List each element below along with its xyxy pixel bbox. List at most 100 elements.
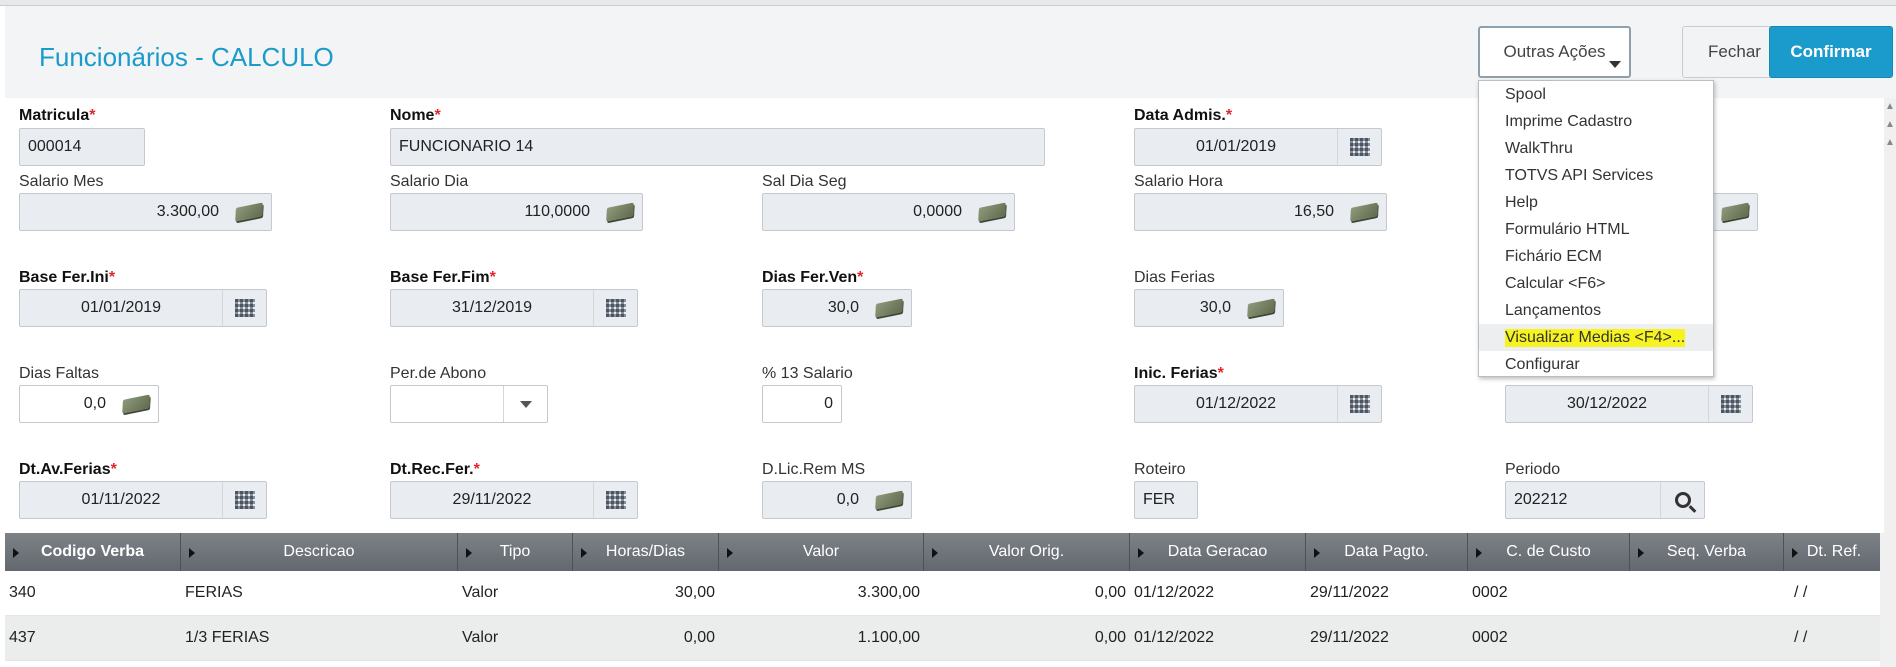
table-cell: 30,00 xyxy=(674,584,715,601)
nome-field[interactable]: FUNCIONARIO 14 xyxy=(390,128,1045,166)
top-border xyxy=(0,0,1896,6)
confirmar-button[interactable]: Confirmar xyxy=(1769,26,1893,78)
menu-item-visualizar-medias[interactable]: Visualizar Medias <F4>... xyxy=(1479,324,1713,351)
column-header[interactable]: Data Pagto. xyxy=(1306,533,1468,571)
menu-item-totvs-api[interactable]: TOTVS API Services xyxy=(1505,166,1654,184)
table-cell: Valor xyxy=(462,629,499,646)
column-header[interactable]: Dt. Ref. xyxy=(1784,533,1885,571)
base-fer-ini-field[interactable]: 01/01/2019 xyxy=(19,289,267,327)
money-icon xyxy=(1342,194,1386,230)
scroll-up-icon[interactable]: ▲ xyxy=(1885,137,1895,148)
table-row[interactable]: 437 1/3 FERIAS Valor 0,00 1.100,00 0,00 … xyxy=(5,616,1885,661)
table-cell: / / xyxy=(1794,629,1808,646)
calendar-icon[interactable] xyxy=(1708,386,1752,422)
scroll-up-icon[interactable]: ▲ xyxy=(1885,101,1895,112)
dias-ferias-field[interactable]: 30,0 xyxy=(1134,289,1284,327)
column-header[interactable]: C. de Custo xyxy=(1468,533,1630,571)
table-cell: 0002 xyxy=(1472,584,1508,601)
base-fer-fim-field[interactable]: 31/12/2019 xyxy=(390,289,638,327)
salario-dia-field[interactable]: 110,0000 xyxy=(390,193,643,231)
caret-down-icon xyxy=(1609,61,1621,68)
menu-item-walkthru[interactable]: WalkThru xyxy=(1505,139,1573,157)
column-header[interactable]: Valor Orig. xyxy=(924,533,1130,571)
inic-ferias-field[interactable]: 01/12/2022 xyxy=(1134,385,1382,423)
calendar-icon[interactable] xyxy=(1337,129,1381,165)
data-admis-field[interactable]: 01/01/2019 xyxy=(1134,128,1382,166)
pct-13-salario-field[interactable]: 0 xyxy=(762,385,842,423)
menu-item-configurar[interactable]: Configurar xyxy=(1505,355,1580,373)
salario-dia-label: Salario Dia xyxy=(390,173,469,190)
calendar-icon[interactable] xyxy=(222,482,266,518)
chevron-down-icon[interactable] xyxy=(503,386,547,422)
table-cell: 437 xyxy=(9,629,36,646)
table-cell: 0002 xyxy=(1472,629,1508,646)
salario-mes-field[interactable]: 3.300,00 xyxy=(19,193,272,231)
roteiro-label: Roteiro xyxy=(1134,461,1186,478)
salario-mes-label: Salario Mes xyxy=(19,173,104,190)
table-cell: 1/3 FERIAS xyxy=(185,629,270,646)
fim-ferias-field[interactable]: 30/12/2022 xyxy=(1505,385,1753,423)
table-cell: 0,00 xyxy=(1094,584,1126,601)
table-scrollbar[interactable] xyxy=(1880,533,1896,667)
table-cell: 340 xyxy=(9,584,36,601)
table-cell: 0,00 xyxy=(683,629,715,646)
money-icon xyxy=(598,194,642,230)
table-cell: / / xyxy=(1794,584,1808,601)
dt-av-ferias-label: Dt.Av.Ferias* xyxy=(19,461,117,478)
matricula-field[interactable]: 000014 xyxy=(19,128,145,166)
calendar-icon[interactable] xyxy=(1337,386,1381,422)
page-title: Funcionários - CALCULO xyxy=(39,42,334,72)
table-cell: 29/11/2022 xyxy=(1310,584,1389,601)
column-header[interactable]: Tipo xyxy=(458,533,573,571)
per-abono-label: Per.de Abono xyxy=(390,365,487,382)
menu-item-spool[interactable]: Spool xyxy=(1505,85,1546,103)
per-abono-select[interactable] xyxy=(390,385,548,423)
calendar-icon[interactable] xyxy=(222,290,266,326)
roteiro-field[interactable]: FER xyxy=(1134,481,1198,519)
base-fer-fim-label: Base Fer.Fim* xyxy=(390,269,496,286)
dias-faltas-label: Dias Faltas xyxy=(19,365,100,382)
matricula-label: Matricula* xyxy=(19,107,96,124)
column-header[interactable]: Horas/Dias xyxy=(573,533,719,571)
column-header[interactable]: Seq. Verba xyxy=(1630,533,1784,571)
column-header[interactable]: Descricao xyxy=(181,533,458,571)
dt-rec-fer-field[interactable]: 29/11/2022 xyxy=(390,481,638,519)
column-header[interactable]: Data Geracao xyxy=(1130,533,1306,571)
periodo-field[interactable]: 202212 xyxy=(1505,481,1705,519)
calendar-icon[interactable] xyxy=(593,290,637,326)
dt-av-ferias-field[interactable]: 01/11/2022 xyxy=(19,481,267,519)
salario-hora-field[interactable]: 16,50 xyxy=(1134,193,1387,231)
dt-rec-fer-label: Dt.Rec.Fer.* xyxy=(390,461,480,478)
menu-item-lancamentos[interactable]: Lançamentos xyxy=(1505,301,1602,319)
column-header[interactable]: Codigo Verba xyxy=(5,533,181,571)
money-icon xyxy=(867,290,911,326)
column-header[interactable]: Valor xyxy=(719,533,924,571)
search-icon[interactable] xyxy=(1660,482,1704,518)
d-lic-rem-field[interactable]: 0,0 xyxy=(762,481,912,519)
money-icon xyxy=(227,194,271,230)
menu-item-imprime-cadastro[interactable]: Imprime Cadastro xyxy=(1505,112,1633,130)
dias-ferias-label: Dias Ferias xyxy=(1134,269,1215,286)
menu-item-fichario-ecm[interactable]: Fichário ECM xyxy=(1505,247,1602,265)
menu-item-calcular[interactable]: Calcular <F6> xyxy=(1505,274,1606,292)
menu-item-help[interactable]: Help xyxy=(1505,193,1538,211)
money-icon xyxy=(867,482,911,518)
outras-acoes-button[interactable]: Outras Ações xyxy=(1478,26,1631,78)
calendar-icon[interactable] xyxy=(593,482,637,518)
nome-label: Nome* xyxy=(390,107,441,124)
form-scrollbar[interactable]: ▲ ▲ ▲ xyxy=(1884,98,1896,533)
sal-dia-seg-field[interactable]: 0,0000 xyxy=(762,193,1015,231)
dias-fer-ven-label: Dias Fer.Ven* xyxy=(762,269,864,286)
verbas-table: Codigo Verba Descricao Tipo Horas/Dias V… xyxy=(5,533,1885,667)
money-icon xyxy=(970,194,1014,230)
table-row[interactable]: 340 FERIAS Valor 30,00 3.300,00 0,00 01/… xyxy=(5,571,1885,616)
menu-item-formulario-html[interactable]: Formulário HTML xyxy=(1505,220,1630,238)
periodo-label: Periodo xyxy=(1505,461,1561,478)
table-cell: 29/11/2022 xyxy=(1310,629,1389,646)
pct-13-salario-label: % 13 Salario xyxy=(762,365,853,382)
table-cell: 01/12/2022 xyxy=(1134,629,1215,646)
outras-acoes-menu: Spool Imprime Cadastro WalkThru TOTVS AP… xyxy=(1478,80,1714,377)
dias-fer-ven-field[interactable]: 30,0 xyxy=(762,289,912,327)
dias-faltas-field[interactable]: 0,0 xyxy=(19,385,159,423)
scroll-up-icon[interactable]: ▲ xyxy=(1885,119,1895,130)
